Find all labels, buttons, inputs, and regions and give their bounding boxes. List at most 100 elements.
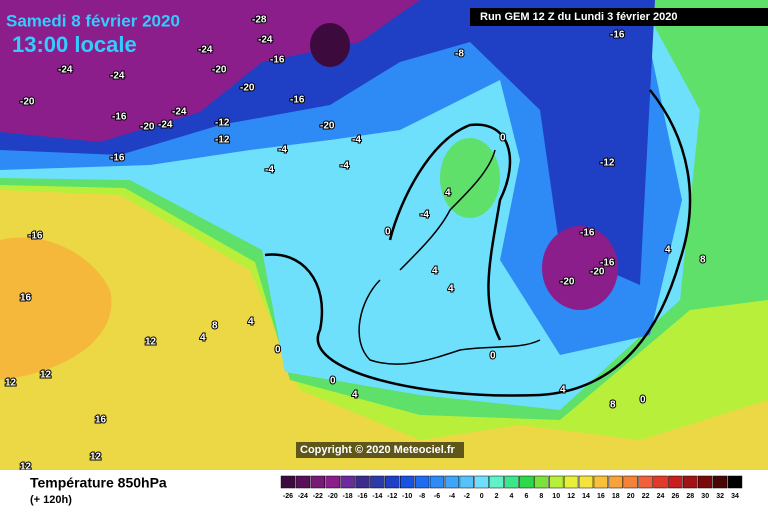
- legend-label: 20: [627, 493, 635, 500]
- contour-label: 4: [248, 317, 254, 328]
- contour-label: -20: [212, 65, 227, 76]
- legend-swatch: [400, 475, 415, 489]
- contour-label: 12: [145, 337, 157, 348]
- legend-label: 26: [672, 493, 680, 500]
- map: [0, 0, 768, 470]
- legend-label: -2: [464, 493, 470, 500]
- legend-label: -8: [419, 493, 425, 500]
- legend-label: -26: [283, 493, 293, 500]
- legend-swatch: [385, 475, 400, 489]
- contour-label: 0: [490, 351, 496, 362]
- contour-label: 4: [445, 188, 451, 199]
- run-info: Run GEM 12 Z du Lundi 3 février 2020: [480, 11, 677, 23]
- contour-label: 0: [500, 133, 506, 144]
- legend-swatch: [608, 475, 623, 489]
- legend-label: -20: [328, 493, 338, 500]
- legend-swatch: [623, 475, 638, 489]
- contour-label: -16: [600, 258, 615, 269]
- contour-label: 8: [212, 321, 218, 332]
- contour-label: -4: [265, 165, 274, 176]
- legend-swatch: [578, 475, 594, 489]
- legend: -26 -24 -22 -20 -18 -16 -14 -12 -10 -8 -6 -4 -2 0 2 4 6 8…: [280, 475, 743, 500]
- contour-label: -28: [252, 15, 267, 26]
- contour-label: 12: [40, 370, 52, 381]
- contour-label: -8: [455, 49, 464, 60]
- legend-label: 14: [582, 493, 590, 500]
- legend-label: 32: [716, 493, 724, 500]
- contour-label: -16: [110, 153, 125, 164]
- legend-label: 28: [686, 493, 694, 500]
- contour-label: -24: [110, 71, 125, 82]
- contour-label: -16: [28, 231, 43, 242]
- legend-label: 24: [657, 493, 665, 500]
- contour-label: 8: [610, 400, 616, 411]
- contour-label: -16: [580, 228, 595, 239]
- contour-label: 16: [95, 415, 107, 426]
- contour-label: -16: [270, 55, 285, 66]
- legend-label: 16: [597, 493, 605, 500]
- contour-labels: -28-24-24-24-16-20-24-20-20-24-8-16-12-1…: [4, 14, 707, 474]
- contour-label: 8: [700, 255, 706, 266]
- contour-label: -20: [240, 83, 255, 94]
- legend-swatch: [653, 475, 668, 489]
- legend-swatch: [668, 475, 683, 489]
- legend-swatch: [355, 475, 370, 489]
- contour-label: -20: [590, 267, 605, 278]
- contour-label: 0: [640, 395, 646, 406]
- legend-label: 8: [539, 493, 543, 500]
- legend-swatch: [429, 475, 445, 489]
- legend-label: -24: [298, 493, 308, 500]
- contour-label: 12: [90, 452, 102, 463]
- legend-swatch: [683, 475, 698, 489]
- contour-label: 0: [385, 227, 391, 238]
- legend-swatch: [489, 475, 504, 489]
- legend-swatch: [504, 475, 519, 489]
- legend-swatch: [295, 475, 311, 489]
- legend-label: 10: [552, 493, 560, 500]
- legend-label: -6: [434, 493, 440, 500]
- contour-label: 4: [665, 245, 671, 256]
- legend-label: 30: [701, 493, 709, 500]
- legend-swatch: [370, 475, 385, 489]
- legend-label: -12: [387, 493, 397, 500]
- legend-label: 18: [612, 493, 620, 500]
- legend-swatch: [638, 475, 653, 489]
- legend-swatch: [712, 475, 728, 489]
- legend-label: 4: [510, 493, 514, 500]
- contour-label: -4: [278, 145, 287, 156]
- legend-label: 22: [642, 493, 650, 500]
- legend-swatch: [563, 475, 579, 489]
- legend-label: -4: [449, 493, 455, 500]
- legend-swatch: [459, 475, 475, 489]
- contour-label: 0: [330, 376, 336, 387]
- contour-label: 4: [448, 284, 454, 295]
- legend-swatch: [534, 475, 549, 489]
- legend-label: -18: [343, 493, 353, 500]
- contour-label: -24: [58, 65, 73, 76]
- contour-label: 16: [20, 293, 32, 304]
- contour-label: -4: [420, 210, 429, 221]
- legend-label: 12: [567, 493, 575, 500]
- legend-label: -16: [357, 493, 367, 500]
- contour-label: -24: [158, 120, 173, 131]
- contour-label: -4: [340, 161, 349, 172]
- contour-label: -20: [20, 97, 35, 108]
- legend-swatch: [549, 475, 564, 489]
- contour-label: 4: [352, 390, 358, 401]
- contour-label: 4: [200, 333, 206, 344]
- contour-label: -24: [172, 107, 187, 118]
- footer-title: Température 850hPa: [30, 475, 167, 491]
- legend-label: 34: [731, 493, 739, 500]
- legend-label: -14: [372, 493, 382, 500]
- legend-swatch: [325, 475, 340, 489]
- legend-label: 2: [495, 493, 499, 500]
- legend-swatch: [727, 475, 743, 489]
- legend-label: -10: [402, 493, 412, 500]
- contour-label: -16: [610, 30, 625, 41]
- contour-label: -20: [140, 122, 155, 133]
- legend-swatch: [698, 475, 713, 489]
- legend-swatch: [340, 475, 355, 489]
- date: Samedi 8 février 2020: [6, 11, 180, 30]
- contour-label: -20: [320, 121, 335, 132]
